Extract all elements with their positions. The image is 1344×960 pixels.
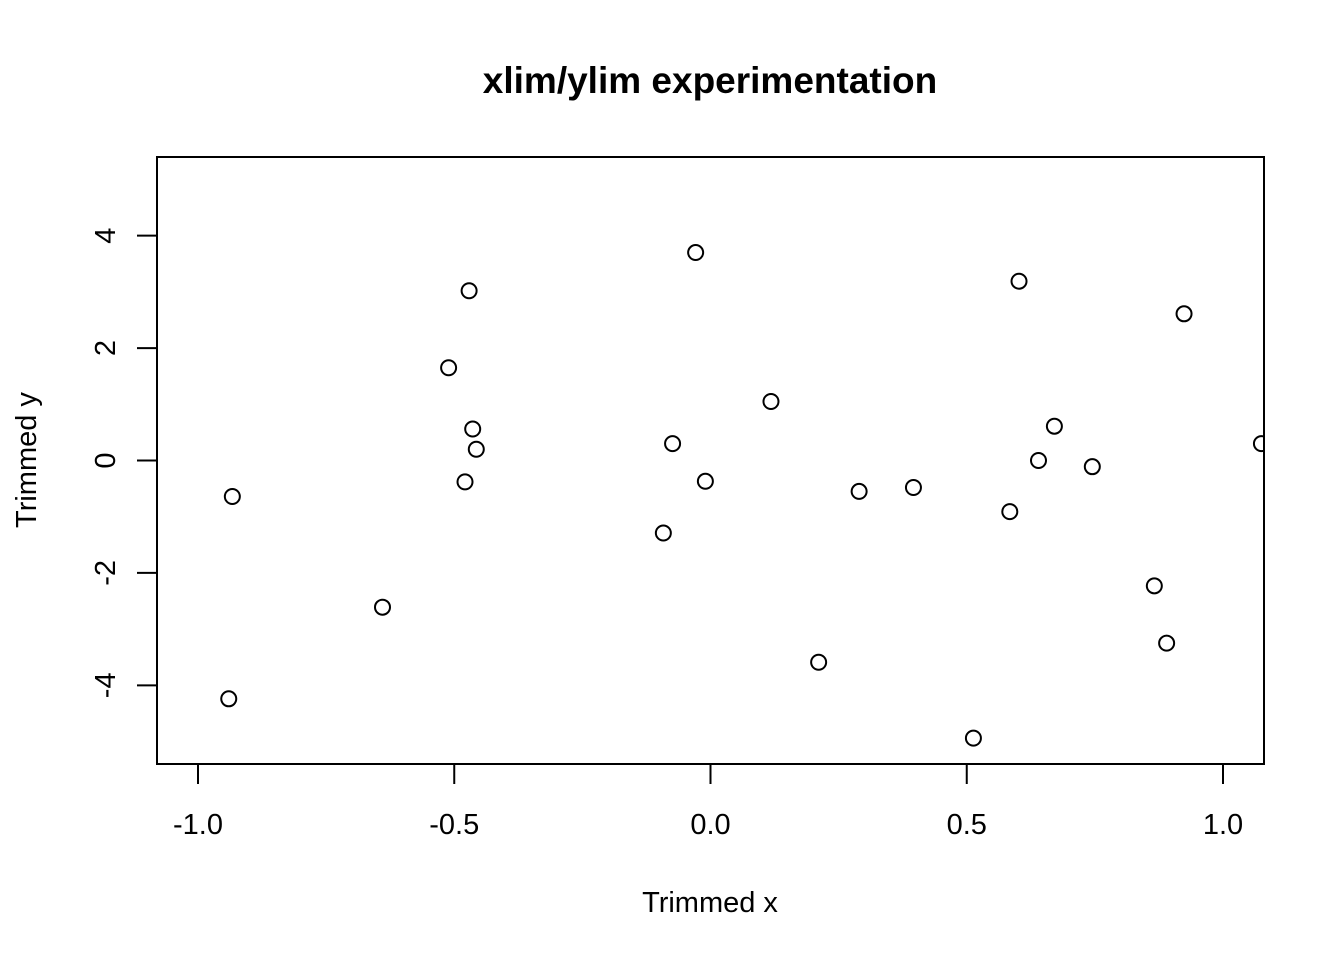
data-point (654, 524, 672, 542)
y-tick-label: -4 (90, 672, 122, 698)
data-point (1145, 577, 1163, 595)
y-axis-label: Trimmed y (11, 392, 43, 528)
data-point (440, 359, 458, 377)
y-tick-label: 0 (90, 452, 122, 468)
x-axis-label: Trimmed x (642, 887, 778, 919)
data-point (1158, 634, 1176, 652)
data-point (810, 653, 828, 671)
data-point (1010, 272, 1028, 290)
data-point (374, 598, 391, 616)
x-tick-label: 1.0 (1203, 809, 1243, 841)
data-point (1175, 305, 1193, 323)
x-tick-label: -0.5 (429, 809, 479, 841)
data-point (664, 435, 682, 453)
data-point (467, 440, 485, 458)
data-point (1001, 503, 1019, 521)
x-tick-label: -1.0 (173, 809, 223, 841)
y-axis: -4 -2 0 2 4 (90, 228, 158, 698)
data-point (850, 482, 868, 500)
y-tick-label: -2 (90, 560, 122, 586)
data-point (456, 473, 474, 491)
data-point (687, 244, 705, 262)
data-point (1252, 435, 1264, 453)
data-point (1045, 417, 1063, 435)
data-point (1083, 458, 1101, 476)
data-points (220, 244, 1264, 747)
x-tick-label: 0.0 (690, 809, 730, 841)
y-tick-label: 4 (90, 228, 122, 244)
data-point (964, 729, 982, 747)
data-point (696, 472, 714, 490)
data-point (904, 478, 922, 496)
data-point (460, 282, 478, 300)
data-point (220, 690, 238, 708)
data-point (464, 420, 482, 438)
x-tick-label: 0.5 (947, 809, 987, 841)
chart-title: xlim/ylim experimentation (483, 60, 937, 101)
data-point (223, 487, 241, 505)
y-tick-label: 2 (90, 340, 122, 356)
data-point (1030, 452, 1047, 469)
data-point (762, 392, 780, 410)
x-axis: -1.0 -0.5 0.0 0.5 1.0 (173, 763, 1243, 841)
